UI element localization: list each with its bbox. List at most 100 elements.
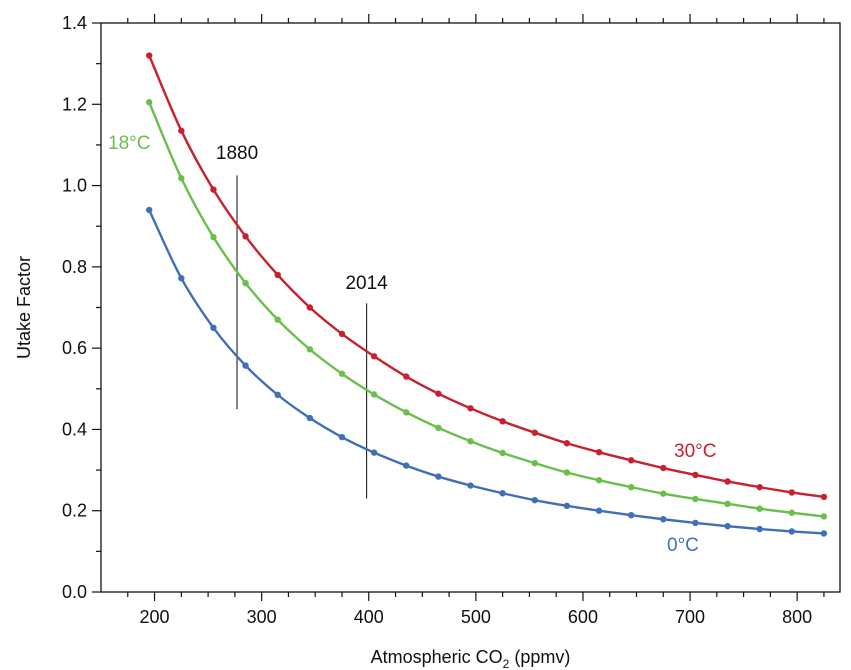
data-point [499, 449, 506, 457]
data-point [692, 495, 699, 503]
data-point [788, 509, 796, 516]
y-tick-label: 0.0 [62, 582, 87, 602]
series-lines [148, 55, 825, 535]
data-point [531, 429, 538, 436]
data-point [724, 500, 731, 508]
data-point [724, 522, 731, 530]
series-label-0c: 0°C [667, 535, 699, 556]
data-point [403, 409, 410, 416]
plot-frame [100, 22, 841, 593]
data-point [724, 478, 731, 485]
data-point [820, 530, 828, 537]
data-point [660, 490, 667, 497]
data-point [274, 271, 281, 279]
data-point [145, 52, 153, 59]
data-point [403, 462, 410, 469]
data-point [242, 233, 249, 240]
x-tick-label: 300 [247, 607, 277, 627]
data-point [756, 483, 763, 491]
data-point [820, 493, 828, 501]
x-axis-title: Atmospheric CO2 (ppmv) [371, 647, 571, 670]
data-point [210, 233, 217, 241]
data-point [563, 502, 571, 510]
x-axis-title-subscript: 2 [503, 657, 510, 670]
data-point [595, 507, 603, 514]
data-point [627, 483, 635, 491]
y-tick-label: 0.4 [62, 419, 87, 439]
y-tick-label: 0.6 [62, 338, 87, 358]
data-point [338, 370, 346, 377]
annotation-2014: 2014 [345, 273, 388, 294]
data-point [370, 449, 378, 456]
data-point [563, 440, 571, 447]
data-point [788, 489, 796, 496]
data-point [370, 391, 378, 398]
data-point [306, 346, 314, 353]
data-point [499, 490, 506, 497]
data-point [338, 433, 346, 441]
data-point [178, 175, 185, 182]
y-tick-label: 0.8 [62, 257, 87, 277]
data-point [306, 304, 314, 311]
series-line [148, 101, 825, 518]
data-point [692, 519, 699, 527]
y-tick-label: 0.2 [62, 501, 87, 521]
data-point [756, 505, 763, 512]
data-point [435, 424, 442, 432]
x-tick-label: 600 [568, 607, 598, 627]
x-axis-title-units: (ppmv) [509, 647, 570, 667]
data-point [210, 186, 217, 193]
y-tick-labels: 0.0 0.2 0.4 0.6 0.8 1.0 1.2 1.4 [62, 13, 87, 602]
x-axis-title-main: Atmospheric CO [371, 647, 503, 667]
series-line [148, 209, 825, 535]
data-point [820, 513, 828, 520]
data-point [467, 482, 474, 489]
series-label-18c: 18°C [108, 133, 150, 154]
data-point [756, 525, 763, 533]
data-point [499, 418, 506, 425]
data-point [692, 471, 699, 479]
data-point [145, 99, 153, 106]
data-point [242, 362, 249, 369]
data-point [338, 330, 346, 338]
x-tick-label: 800 [782, 607, 812, 627]
data-point [531, 496, 538, 504]
series-line [148, 55, 825, 499]
data-point [178, 275, 185, 282]
year-markers [236, 175, 368, 499]
x-tick-label: 700 [675, 607, 705, 627]
y-tick-label: 1.2 [62, 94, 87, 114]
data-point [660, 464, 667, 472]
data-point [435, 390, 442, 397]
x-tick-labels: 200 300 400 500 600 700 800 [140, 607, 813, 627]
data-point [274, 316, 281, 323]
data-point [370, 353, 378, 360]
data-point [242, 279, 249, 287]
data-point [178, 127, 185, 134]
y-tick-label: 1.4 [62, 13, 87, 33]
annotation-1880: 1880 [216, 143, 258, 164]
data-point [627, 457, 635, 464]
data-point [788, 528, 796, 535]
data-point [563, 469, 571, 476]
data-point [306, 414, 314, 422]
data-point [627, 511, 635, 519]
axis-ticks [92, 14, 825, 601]
data-point [145, 206, 153, 214]
data-point [531, 459, 538, 467]
data-point [467, 438, 474, 445]
x-tick-label: 500 [461, 607, 491, 627]
data-point [210, 324, 217, 332]
data-point [595, 448, 603, 456]
y-tick-label: 1.0 [62, 176, 87, 196]
series-label-30c: 30°C [674, 441, 716, 462]
x-tick-label: 400 [354, 607, 384, 627]
data-point [595, 477, 603, 484]
series-points [145, 52, 828, 537]
y-axis-title: Utake Factor [14, 256, 34, 359]
data-point [274, 391, 281, 399]
data-point [435, 473, 442, 480]
data-point [660, 516, 667, 523]
data-point [403, 373, 410, 380]
